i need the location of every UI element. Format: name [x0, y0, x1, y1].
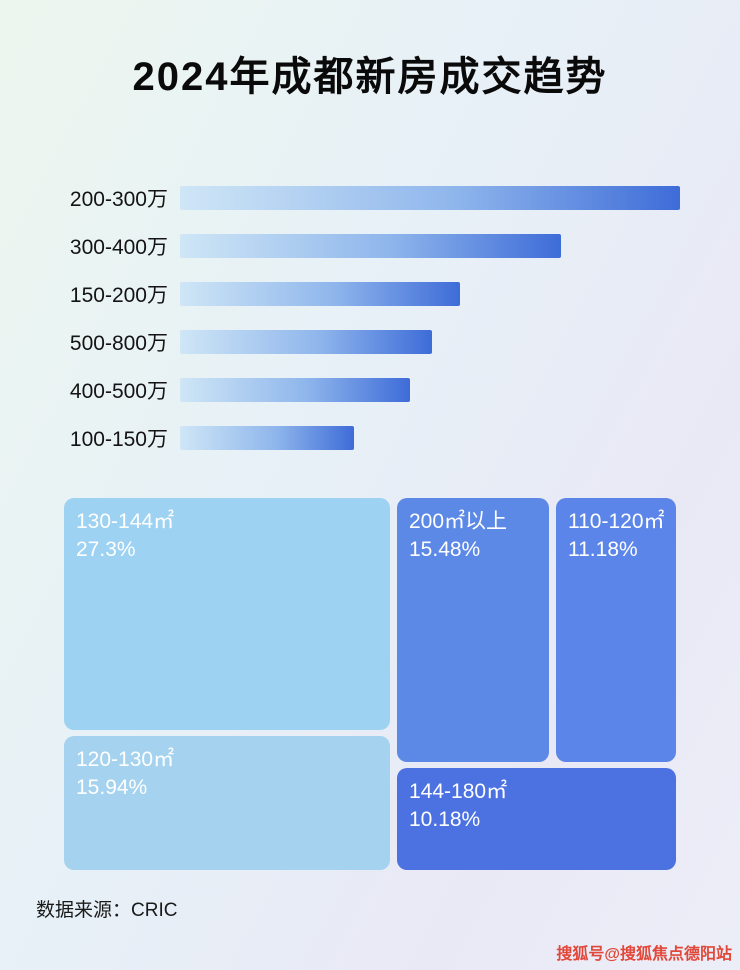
bar-300-400	[180, 234, 561, 258]
bar-100-150	[180, 426, 354, 450]
bar-label: 400-500万	[69, 380, 168, 403]
treemap-value: 27.3%	[76, 538, 136, 562]
treemap-block-130-144: 130-144㎡ 27.3%	[64, 498, 390, 730]
area-band-treemap: 130-144㎡ 27.3% 200㎡以上 15.48% 110-120㎡ 11…	[64, 498, 676, 870]
bar-label: 200-300万	[69, 188, 168, 211]
treemap-label: 130-144㎡	[76, 510, 175, 533]
bar-label: 150-200万	[69, 284, 168, 307]
bar-track	[180, 426, 740, 450]
bar-150-200	[180, 282, 460, 306]
bar-track	[180, 330, 740, 354]
bar-200-300	[180, 186, 680, 210]
treemap-value: 10.18%	[409, 808, 481, 832]
treemap-value: 11.18%	[568, 538, 638, 562]
bar-label: 100-150万	[69, 428, 168, 451]
treemap-block-200-plus: 200㎡以上 15.48%	[397, 498, 549, 762]
bar-row: 100-150万	[0, 426, 740, 451]
bar-400-500	[180, 378, 410, 402]
price-band-bar-chart: 200-300万 300-400万 150-200万 500-800万 400-…	[0, 186, 740, 451]
bar-label: 300-400万	[69, 236, 168, 259]
bar-row: 500-800万	[0, 330, 740, 355]
bar-row: 400-500万	[0, 378, 740, 403]
treemap-label: 200㎡以上	[409, 510, 508, 533]
watermark-text: 搜狐号@搜狐焦点德阳站	[556, 946, 732, 963]
treemap-value: 15.94%	[76, 776, 148, 800]
treemap-value: 15.48%	[409, 538, 481, 562]
treemap-label: 110-120㎡	[568, 510, 665, 533]
treemap-block-120-130: 120-130㎡ 15.94%	[64, 736, 390, 870]
bar-track	[180, 282, 740, 306]
bar-500-800	[180, 330, 432, 354]
bar-row: 150-200万	[0, 282, 740, 307]
page-title: 2024年成都新房成交趋势	[132, 55, 608, 99]
bar-track	[180, 234, 740, 258]
bar-label: 500-800万	[69, 332, 168, 355]
bar-row: 200-300万	[0, 186, 740, 211]
treemap-label: 144-180㎡	[409, 780, 508, 803]
treemap-label: 120-130㎡	[76, 748, 175, 771]
data-source-note: 数据来源：CRIC	[36, 900, 178, 921]
treemap-block-110-120: 110-120㎡ 11.18%	[556, 498, 676, 762]
bar-track	[180, 378, 740, 402]
treemap-block-144-180: 144-180㎡ 10.18%	[397, 768, 676, 870]
bar-row: 300-400万	[0, 234, 740, 259]
bar-track	[180, 186, 740, 210]
